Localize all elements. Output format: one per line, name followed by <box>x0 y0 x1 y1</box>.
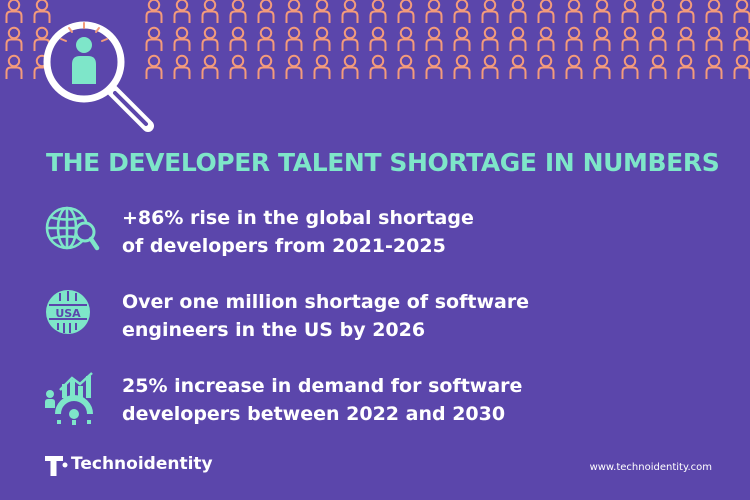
person-silhouette-icon <box>341 54 359 80</box>
stat-line: +86% rise in the global shortage <box>122 207 474 229</box>
stat-text: +86% rise in the global shortage of deve… <box>122 204 642 260</box>
person-silhouette-icon <box>509 54 527 80</box>
brand-logo[interactable]: Technoidentity <box>44 452 244 482</box>
brand-name: Technoidentity <box>71 454 213 474</box>
person-silhouette-icon <box>201 26 219 52</box>
person-silhouette-icon <box>565 0 583 25</box>
person-silhouette-icon <box>229 26 247 52</box>
person-silhouette-icon <box>593 26 611 52</box>
person-silhouette-icon <box>173 0 191 25</box>
person-silhouette-icon <box>397 0 415 25</box>
stat-text: Over one million shortage of software en… <box>122 288 642 344</box>
person-silhouette-icon <box>453 0 471 25</box>
person-silhouette-icon <box>397 54 415 80</box>
stat-demand-increase: 25% increase in demand for software deve… <box>44 372 684 432</box>
person-silhouette-icon <box>425 0 443 25</box>
person-silhouette-icon <box>733 26 750 52</box>
person-silhouette-icon <box>257 26 275 52</box>
person-silhouette-icon <box>313 0 331 25</box>
person-silhouette-icon <box>201 54 219 80</box>
person-silhouette-icon <box>481 26 499 52</box>
person-silhouette-icon <box>593 0 611 25</box>
person-silhouette-icon <box>537 54 555 80</box>
person-silhouette-icon <box>509 26 527 52</box>
person-silhouette-icon <box>481 0 499 25</box>
person-silhouette-icon <box>677 54 695 80</box>
person-silhouette-icon <box>173 54 191 80</box>
person-silhouette-icon <box>705 54 723 80</box>
person-silhouette-icon <box>285 54 303 80</box>
growth-chart-gear-icon <box>45 372 93 425</box>
person-silhouette-icon <box>537 0 555 25</box>
person-silhouette-icon <box>257 0 275 25</box>
person-silhouette-icon <box>425 54 443 80</box>
stat-line: of developers from 2021-2025 <box>122 235 446 257</box>
person-silhouette-icon <box>677 0 695 25</box>
person-silhouette-icon <box>621 26 639 52</box>
stat-line: 25% increase in demand for software <box>122 375 523 397</box>
person-silhouette-icon <box>649 0 667 25</box>
person-silhouette-icon <box>229 0 247 25</box>
person-silhouette-icon <box>313 54 331 80</box>
stat-line: Over one million shortage of software <box>122 291 530 313</box>
person-silhouette-icon <box>565 26 583 52</box>
person-silhouette-icon <box>481 54 499 80</box>
person-silhouette-icon <box>509 0 527 25</box>
person-silhouette-icon <box>621 0 639 25</box>
stat-us-shortage: USA Over one million shortage of softwar… <box>44 288 684 348</box>
person-silhouette-icon <box>425 26 443 52</box>
person-silhouette-icon <box>285 0 303 25</box>
globe-search-icon <box>45 206 100 251</box>
person-silhouette-icon <box>5 54 23 80</box>
person-silhouette-icon <box>677 26 695 52</box>
technoidentity-logo-icon <box>45 456 68 476</box>
person-silhouette-icon <box>453 54 471 80</box>
person-silhouette-icon <box>369 54 387 80</box>
stat-line: developers between 2022 and 2030 <box>122 403 506 425</box>
person-silhouette-icon <box>369 26 387 52</box>
person-silhouette-icon <box>397 26 415 52</box>
stat-text: 25% increase in demand for software deve… <box>122 372 642 428</box>
person-silhouette-icon <box>5 0 23 25</box>
person-silhouette-icon <box>257 54 275 80</box>
person-silhouette-icon <box>341 26 359 52</box>
person-silhouette-icon <box>705 26 723 52</box>
person-silhouette-icon <box>733 0 750 25</box>
person-silhouette-icon <box>733 54 750 80</box>
magnifying-glass-person-icon <box>43 21 154 132</box>
person-silhouette-icon <box>705 0 723 25</box>
person-silhouette-icon <box>285 26 303 52</box>
stat-global-shortage: +86% rise in the global shortage of deve… <box>44 204 684 264</box>
person-silhouette-icon <box>173 26 191 52</box>
page-title: THE DEVELOPER TALENT SHORTAGE IN NUMBERS <box>46 148 720 177</box>
person-silhouette-icon <box>313 26 331 52</box>
person-silhouette-icon <box>621 54 639 80</box>
person-silhouette-icon <box>201 0 219 25</box>
usa-badge-icon: USA <box>46 290 90 334</box>
stat-line: engineers in the US by 2026 <box>122 319 426 341</box>
person-silhouette-icon <box>649 26 667 52</box>
person-silhouette-icon <box>229 54 247 80</box>
person-silhouette-icon <box>537 26 555 52</box>
person-silhouette-icon <box>649 54 667 80</box>
website-link[interactable]: www.technoidentity.com <box>589 462 712 473</box>
person-silhouette-icon <box>565 54 583 80</box>
person-silhouette-icon <box>369 0 387 25</box>
usa-badge-label: USA <box>55 307 81 320</box>
person-silhouette-icon <box>453 26 471 52</box>
person-silhouette-icon <box>5 26 23 52</box>
person-silhouette-icon <box>593 54 611 80</box>
person-silhouette-icon <box>341 0 359 25</box>
